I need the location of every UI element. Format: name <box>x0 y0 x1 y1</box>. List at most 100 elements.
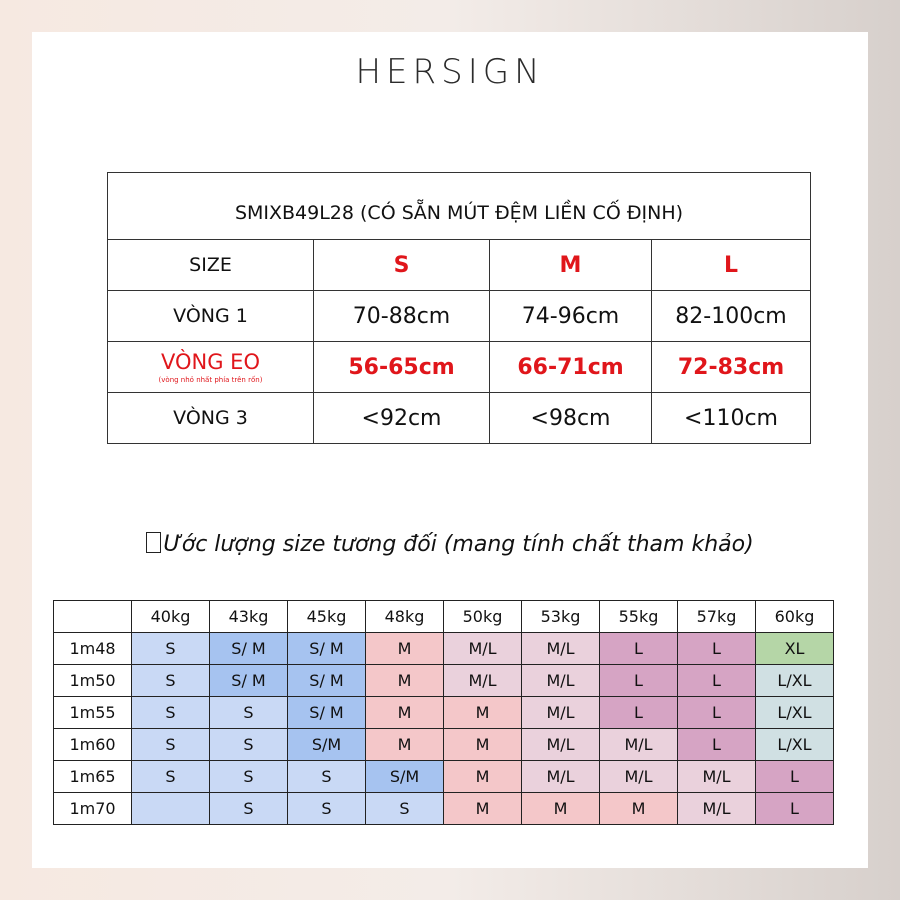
height-label-cell: 1m50 <box>53 664 132 697</box>
size-estimate-cell: S/ M <box>209 664 288 697</box>
bust-m: 74-96cm <box>489 290 652 342</box>
height-row: 1m48 S S/ M S/ M M M/L M/L L L XL <box>53 632 834 665</box>
size-estimate-cell: L <box>677 728 756 761</box>
missing-glyph-box-icon <box>146 532 162 553</box>
bust-s: 70-88cm <box>313 290 490 342</box>
size-estimate-cell: S <box>209 760 288 793</box>
size-estimate-cell: S/M <box>287 728 366 761</box>
size-estimate-cell: S/ M <box>287 632 366 665</box>
hip-row: VÒNG 3 <92cm <98cm <110cm <box>107 392 811 444</box>
size-estimate-cell: S/ M <box>209 632 288 665</box>
weight-header-cell: 60kg <box>755 600 834 633</box>
size-estimate-cell: M <box>443 728 522 761</box>
size-estimate-cell: M <box>365 696 444 729</box>
size-estimate-cell: S <box>365 792 444 825</box>
height-label-cell: 1m55 <box>53 696 132 729</box>
size-estimate-cell: M <box>365 632 444 665</box>
size-estimate-cell <box>131 792 210 825</box>
bust-label: VÒNG 1 <box>107 290 314 342</box>
size-estimate-cell: M <box>443 760 522 793</box>
size-estimate-cell: M <box>365 664 444 697</box>
size-estimate-cell: L <box>755 792 834 825</box>
size-estimate-grid: 40kg 43kg 45kg 48kg 50kg 53kg 55kg 57kg 60kg 1m48… <box>53 600 834 825</box>
size-estimate-cell: L/XL <box>755 728 834 761</box>
size-estimate-cell: M <box>521 792 600 825</box>
weight-header-cell: 48kg <box>365 600 444 633</box>
size-estimate-cell: L <box>599 632 678 665</box>
hip-label: VÒNG 3 <box>107 392 314 444</box>
size-estimate-cell: M/L <box>521 760 600 793</box>
height-row: 1m65 S S S S/M M M/L M/L M/L L <box>53 760 834 793</box>
size-estimate-cell: S <box>209 728 288 761</box>
grid-corner-cell <box>53 600 132 633</box>
waist-label: VÒNG EO <box>161 350 260 374</box>
size-estimate-cell: L <box>599 696 678 729</box>
size-estimate-cell: S <box>131 760 210 793</box>
size-estimate-cell: S <box>209 696 288 729</box>
size-header-label: SIZE <box>107 239 314 291</box>
height-label-cell: 1m65 <box>53 760 132 793</box>
brand-logo: HERSIGN <box>355 52 545 92</box>
weight-header-cell: 57kg <box>677 600 756 633</box>
size-estimate-cell: L <box>599 664 678 697</box>
height-label-cell: 1m60 <box>53 728 132 761</box>
weight-header-cell: 53kg <box>521 600 600 633</box>
size-estimate-cell: S <box>131 664 210 697</box>
size-estimate-cell: S <box>131 696 210 729</box>
waist-l: 72-83cm <box>651 341 811 393</box>
size-estimate-cell: M/L <box>521 632 600 665</box>
bust-row: VÒNG 1 70-88cm 74-96cm 82-100cm <box>107 290 811 342</box>
waist-m: 66-71cm <box>489 341 652 393</box>
waist-row: VÒNG EO (vòng nhỏ nhất phía trên rốn) 56… <box>107 341 811 393</box>
height-label-cell: 1m70 <box>53 792 132 825</box>
size-estimate-cell: M/L <box>677 792 756 825</box>
size-estimate-cell: M/L <box>443 664 522 697</box>
size-estimate-cell: L <box>677 696 756 729</box>
size-estimate-cell: M/L <box>599 728 678 761</box>
hip-l: <110cm <box>651 392 811 444</box>
weight-header-cell: 45kg <box>287 600 366 633</box>
waist-label-cell: VÒNG EO (vòng nhỏ nhất phía trên rốn) <box>107 341 314 393</box>
weight-header-cell: 43kg <box>209 600 288 633</box>
hip-m: <98cm <box>489 392 652 444</box>
height-label-cell: 1m48 <box>53 632 132 665</box>
size-estimate-cell: M <box>443 696 522 729</box>
size-estimate-cell: L <box>755 760 834 793</box>
size-estimate-cell: M/L <box>521 664 600 697</box>
height-row: 1m50 S S/ M S/ M M M/L M/L L L L/XL <box>53 664 834 697</box>
weight-header-row: 40kg 43kg 45kg 48kg 50kg 53kg 55kg 57kg 60kg <box>53 600 834 633</box>
size-estimate-cell: S <box>131 728 210 761</box>
size-estimate-cell: M <box>365 728 444 761</box>
bust-l: 82-100cm <box>651 290 811 342</box>
size-estimate-cell: M/L <box>521 728 600 761</box>
weight-header-cell: 55kg <box>599 600 678 633</box>
size-estimate-cell: M/L <box>443 632 522 665</box>
size-header-m: M <box>489 239 652 291</box>
size-estimate-cell: M/L <box>599 760 678 793</box>
weight-header-cell: 40kg <box>131 600 210 633</box>
size-estimate-cell: L/XL <box>755 664 834 697</box>
size-estimate-cell: S <box>287 792 366 825</box>
estimate-heading: Ước lượng size tương đối (mang tính chất… <box>0 532 900 557</box>
size-estimate-cell: M/L <box>677 760 756 793</box>
weight-header-cell: 50kg <box>443 600 522 633</box>
size-estimate-cell: M <box>443 792 522 825</box>
size-estimate-cell: S <box>287 760 366 793</box>
height-row: 1m60 S S S/M M M M/L M/L L L/XL <box>53 728 834 761</box>
size-estimate-cell: M <box>599 792 678 825</box>
estimate-heading-text: Ước lượng size tương đối (mang tính chất… <box>163 532 754 557</box>
height-row: 1m55 S S S/ M M M M/L L L L/XL <box>53 696 834 729</box>
size-chart-title: SMIXB49L28 (CÓ SẴN MÚT ĐỆM LIỀN CỐ ĐỊNH) <box>107 172 811 240</box>
size-header-s: S <box>313 239 490 291</box>
size-estimate-cell: M/L <box>521 696 600 729</box>
waist-note: (vòng nhỏ nhất phía trên rốn) <box>158 376 263 384</box>
size-estimate-cell: S <box>131 632 210 665</box>
waist-s: 56-65cm <box>313 341 490 393</box>
size-estimate-cell: S/ M <box>287 664 366 697</box>
height-row: 1m70 S S S M M M M/L L <box>53 792 834 825</box>
size-estimate-cell: S/M <box>365 760 444 793</box>
size-estimate-cell: S/ M <box>287 696 366 729</box>
size-header-l: L <box>651 239 811 291</box>
size-estimate-cell: S <box>209 792 288 825</box>
size-estimate-cell: L <box>677 632 756 665</box>
